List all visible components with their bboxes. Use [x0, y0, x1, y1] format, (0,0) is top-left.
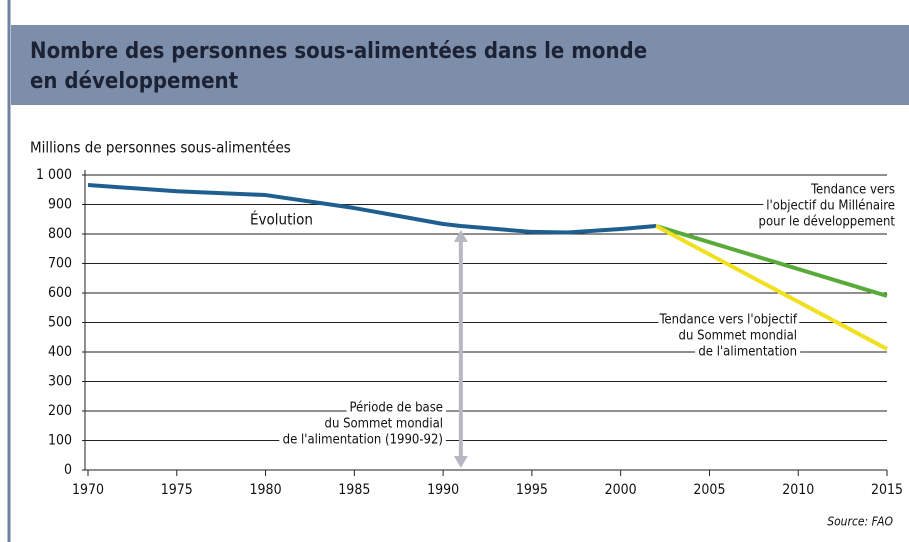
y-tick-label: 1 000 [36, 167, 72, 183]
y-tick-label: 300 [48, 374, 72, 390]
series-line [87, 183, 657, 235]
annotation: l'objectif du Millénaire [766, 199, 895, 214]
annotation: du Sommet mondial [679, 329, 797, 344]
series-line [655, 224, 888, 351]
y-tick-label: 200 [48, 403, 72, 419]
y-tick-label: 500 [48, 315, 72, 331]
x-tick-label: 1995 [516, 482, 548, 498]
x-tick-label: 1975 [161, 482, 193, 498]
y-tick-label: 800 [48, 226, 72, 242]
annotation: de l'alimentation [698, 345, 797, 360]
annotation: pour le développement [759, 215, 896, 230]
annotation: de l'alimentation (1990-92) [283, 433, 443, 448]
chart-title: en développement [30, 69, 239, 94]
x-tick-label: 2000 [605, 482, 637, 498]
y-axis-label: Millions de personnes sous-alimentées [30, 139, 291, 157]
x-tick-label: 1970 [72, 482, 104, 498]
annotation: Évolution [250, 210, 313, 229]
x-tick-label: 1980 [250, 482, 282, 498]
arrow-head [453, 456, 468, 468]
annotation: Tendance vers l'objectif [659, 313, 798, 328]
chart-title: Nombre des personnes sous-alimentées dan… [30, 39, 647, 64]
x-tick-label: 2015 [871, 482, 903, 498]
source: Source: FAO [827, 515, 893, 529]
annotation: du Sommet mondial [325, 417, 443, 432]
x-tick-label: 1985 [338, 482, 370, 498]
y-tick-label: 0 [64, 462, 72, 478]
y-tick-label: 600 [48, 285, 72, 301]
arrow-head [453, 230, 468, 243]
x-tick-label: 1990 [427, 482, 459, 498]
y-tick-label: 400 [48, 344, 72, 360]
series-line [655, 224, 888, 298]
x-tick-label: 2010 [782, 482, 814, 498]
y-tick-label: 700 [48, 256, 72, 272]
header-band [11, 25, 909, 105]
y-tick-label: 100 [48, 433, 72, 449]
y-tick-label: 900 [48, 197, 72, 213]
annotation: Période de base [349, 401, 443, 416]
annotation: Tendance vers [810, 183, 895, 198]
x-tick-label: 2005 [693, 482, 725, 498]
